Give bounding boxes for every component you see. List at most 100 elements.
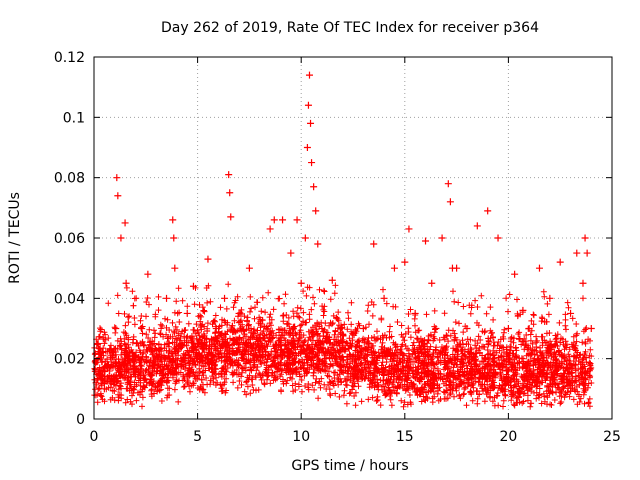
data-point [94, 340, 102, 348]
data-point [484, 207, 492, 215]
data-point [370, 240, 378, 248]
data-point [583, 249, 591, 257]
data-point [189, 282, 197, 290]
chart-title: Day 262 of 2019, Rate Of TEC Index for r… [161, 20, 539, 36]
data-point [473, 222, 481, 230]
data-point [287, 249, 295, 257]
data-point [308, 159, 316, 167]
data-point [380, 294, 388, 302]
x-tick-label: 15 [396, 429, 414, 445]
y-tick-label: 0.1 [63, 110, 85, 126]
data-points [92, 71, 595, 393]
data-point [100, 385, 108, 393]
x-tick-label: 0 [90, 429, 99, 445]
y-tick-labels: 0 0.02 0.04 0.06 0.08 0.1 0.12 [54, 50, 85, 428]
data-point [266, 225, 274, 233]
data-point [401, 258, 409, 266]
data-point [556, 258, 564, 266]
x-axis-label: GPS time / hours [291, 458, 408, 474]
data-point [279, 216, 287, 224]
data-point [328, 276, 336, 284]
data-point [307, 119, 315, 127]
data-point [310, 183, 318, 191]
data-point [226, 189, 234, 197]
data-point [113, 174, 121, 182]
data-point [301, 234, 309, 242]
data-point [303, 144, 311, 151]
data-point [270, 216, 278, 224]
x-tick-label: 5 [193, 429, 202, 445]
data-point [235, 309, 243, 317]
grid-lines [94, 57, 612, 419]
data-point [256, 334, 264, 342]
data-point [150, 340, 158, 348]
data-point [177, 355, 185, 363]
y-axis-label: ROTI / TECUs [7, 192, 23, 284]
data-point [163, 294, 171, 302]
data-point [573, 249, 581, 257]
data-point [125, 355, 133, 363]
data-point [390, 264, 398, 272]
data-point [170, 234, 178, 242]
data-point [422, 237, 430, 245]
y-tick-label: 0.06 [54, 231, 85, 247]
data-point [221, 294, 229, 302]
x-tick-label: 10 [292, 429, 310, 445]
data-point [587, 325, 595, 332]
y-tick-label: 0.12 [54, 50, 85, 66]
data-point [305, 71, 313, 79]
data-point [438, 234, 446, 242]
data-point [131, 373, 139, 381]
data-point [121, 219, 129, 227]
data-point [411, 309, 419, 317]
data-point [138, 325, 146, 332]
data-point [482, 355, 490, 363]
data-point [212, 325, 220, 332]
data-point [579, 279, 587, 287]
data-point [359, 325, 367, 332]
data-point [293, 216, 301, 224]
data-point [339, 331, 347, 339]
x-tick-label: 25 [603, 429, 621, 445]
data-point [171, 264, 179, 272]
data-point [112, 325, 120, 332]
data-point [183, 309, 191, 317]
data-point [198, 376, 206, 384]
y-tick-label: 0.04 [54, 291, 85, 307]
data-point [463, 325, 471, 332]
data-point [519, 306, 527, 314]
y-tick-label: 0 [76, 412, 85, 428]
data-point [122, 279, 130, 287]
data-point [297, 279, 305, 287]
data-point [446, 198, 454, 206]
data-point [567, 309, 575, 317]
data-point [227, 213, 235, 221]
data-point [169, 216, 177, 224]
data-point [494, 234, 502, 242]
data-point [546, 294, 554, 302]
data-point [105, 361, 113, 369]
data-point [314, 240, 322, 248]
axis-ticks [93, 56, 613, 420]
data-point [432, 325, 440, 332]
y-tick-label: 0.02 [54, 352, 85, 368]
data-point [525, 325, 533, 332]
data-point [349, 370, 357, 378]
data-point [318, 325, 326, 332]
data-cloud [91, 281, 595, 410]
data-point [304, 101, 312, 109]
roti-sample-cloud [91, 281, 595, 410]
x-tick-label: 20 [499, 429, 517, 445]
data-point [444, 180, 452, 188]
data-point [97, 367, 105, 375]
data-point [504, 325, 512, 332]
data-point [109, 349, 117, 357]
data-point [511, 270, 519, 278]
data-point [117, 234, 125, 242]
data-point [453, 264, 461, 272]
data-point [225, 171, 233, 179]
data-point [144, 270, 152, 278]
data-point [245, 264, 253, 272]
